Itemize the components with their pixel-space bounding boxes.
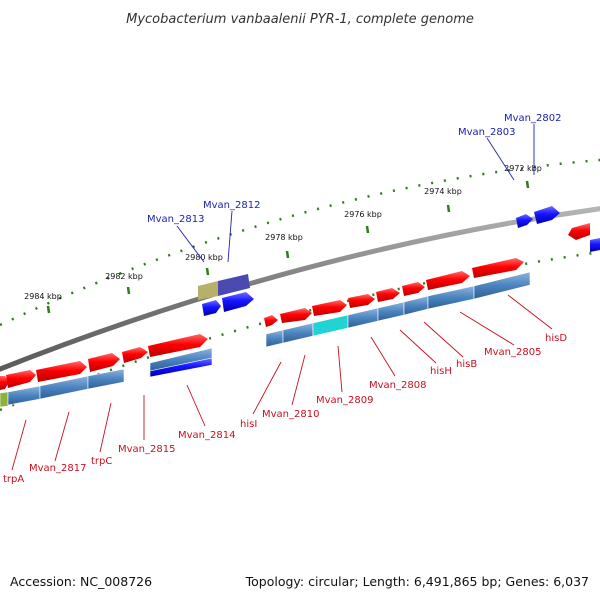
gene-arrow: [264, 315, 278, 327]
gene-mvan-2812-block: [218, 274, 250, 296]
gene-arrow: [312, 300, 347, 316]
gene-label-mvan-2813: Mvan_2813: [147, 214, 204, 225]
gene-mvan-2812-arrow: [222, 292, 254, 312]
gene-arrow: [6, 370, 36, 388]
cds-segment: [347, 307, 379, 329]
cds-segment: [87, 368, 125, 390]
bottom-labels: hisD Mvan_2805 hisB hisH Mvan_2808 Mvan_…: [3, 333, 567, 485]
gene-label-hish: hisH: [430, 366, 452, 377]
gene-arrow: [472, 258, 524, 278]
cds-segment: [7, 385, 41, 406]
cds-segment: [473, 271, 531, 300]
tick-label: 2976 kbp: [344, 210, 382, 219]
gene-label-trpc: trpC: [91, 456, 112, 467]
gene-label-hisi: hisI: [240, 419, 257, 430]
cds-segment-reverse: [149, 357, 213, 378]
cds-segment: [0, 391, 9, 408]
gene-arrow: [148, 334, 208, 357]
tick-label: 2984 kbp: [24, 292, 62, 301]
forward-genes: [0, 258, 524, 390]
gene-label-mvan-2802: Mvan_2802: [504, 113, 561, 124]
cds-segment-highlight: [312, 314, 349, 337]
cds-segment: [282, 322, 314, 344]
major-ticks: [46, 180, 530, 314]
gene-label-mvan-2809: Mvan_2809: [316, 395, 373, 406]
top-leader-lines: [176, 124, 535, 263]
gene-arrow: [348, 294, 375, 308]
gene-upper-right-blue: [590, 238, 600, 252]
gene-label-trpa: trpA: [3, 474, 24, 485]
cds-band: [0, 271, 531, 408]
gene-arrow: [280, 308, 312, 323]
tick-labels: 2972 kbp 2974 kbp 2976 kbp 2978 kbp 2980…: [24, 164, 542, 301]
map-title: Mycobacterium vanbaalenii PYR-1, complet…: [126, 12, 474, 27]
top-labels: Mvan_2802 Mvan_2803 Mvan_2812 Mvan_2813: [147, 113, 561, 225]
bottom-leader-lines: [11, 294, 553, 471]
gene-label-mvan-2810: Mvan_2810: [262, 409, 319, 420]
gene-label-hisd: hisD: [545, 333, 567, 344]
cds-segment: [427, 285, 475, 310]
genome-summary-text: Topology: circular; Length: 6,491,865 bp…: [245, 574, 589, 589]
gene-mvan-2802: [534, 206, 560, 224]
tick-label: 2978 kbp: [265, 233, 303, 242]
gene-arrow: [376, 288, 400, 302]
cds-segment: [265, 329, 284, 348]
gene-label-mvan-2817: Mvan_2817: [29, 463, 86, 474]
tick-label: 2972 kbp: [504, 164, 542, 173]
cds-segment: [403, 295, 429, 316]
gene-upper-right: [568, 223, 590, 240]
gene-mvan-2803: [516, 214, 533, 228]
gene-label-mvan-2812: Mvan_2812: [203, 200, 260, 211]
tick-label: 2980 kbp: [185, 253, 223, 262]
tick-label: 2982 kbp: [105, 272, 143, 281]
gene-arrow: [88, 353, 120, 372]
gene-label-mvan-2814: Mvan_2814: [178, 430, 235, 441]
outer-tick-ring: [0, 158, 600, 327]
gene-label-mvan-2803: Mvan_2803: [458, 127, 515, 138]
gene-label-mvan-2808: Mvan_2808: [369, 380, 426, 391]
gene-arrow: [426, 271, 470, 290]
gene-label-mvan-2805: Mvan_2805: [484, 347, 541, 358]
cds-segment: [377, 301, 405, 322]
gene-arrow: [122, 347, 148, 363]
gene-mvan-2813-block: [198, 281, 218, 300]
gene-mvan-2813-arrow: [202, 300, 221, 316]
gene-label-hisb: hisB: [456, 359, 477, 370]
upper-features: [198, 206, 600, 316]
tick-label: 2974 kbp: [424, 187, 462, 196]
gene-arrow: [36, 361, 87, 382]
gene-label-mvan-2815: Mvan_2815: [118, 444, 175, 455]
accession-text: Accession: NC_008726: [10, 574, 152, 589]
gene-arrow: [402, 282, 425, 296]
